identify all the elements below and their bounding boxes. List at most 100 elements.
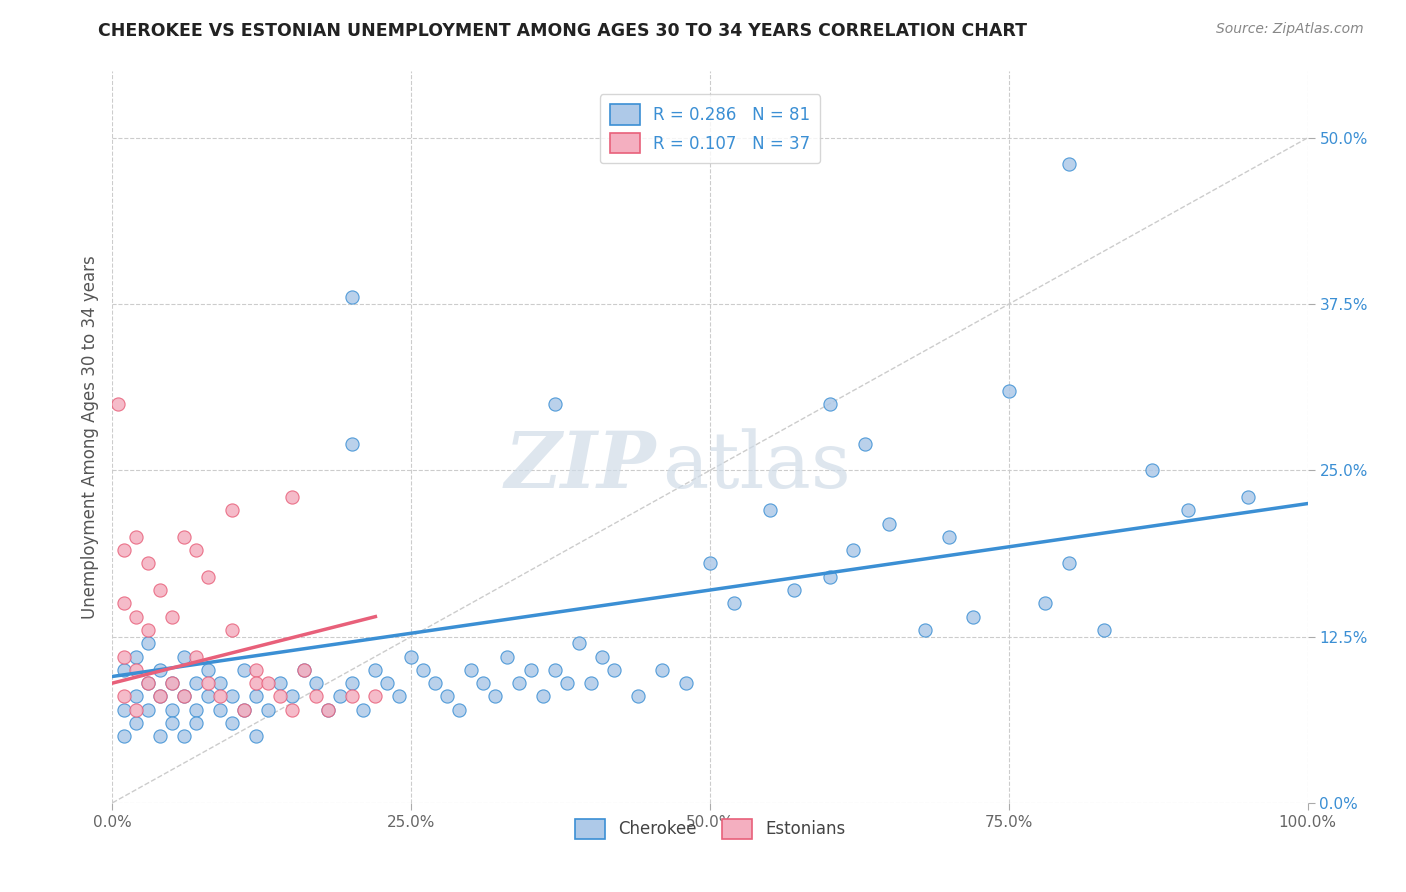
Point [125, 663, 148, 677]
Point [149, 690, 172, 704]
Point [842, 543, 865, 558]
Text: ZIP: ZIP [505, 428, 657, 505]
Point [245, 690, 267, 704]
Point [114, 703, 135, 717]
Point [340, 690, 363, 704]
Point [353, 703, 375, 717]
Point [138, 676, 160, 690]
Legend: Cherokee, Estonians: Cherokee, Estonians [568, 812, 852, 846]
Point [449, 703, 471, 717]
Point [627, 690, 650, 704]
Point [401, 649, 423, 664]
Point [221, 623, 243, 637]
Point [340, 290, 363, 304]
Point [186, 676, 208, 690]
Point [699, 557, 721, 571]
Point [138, 623, 160, 637]
Text: atlas: atlas [662, 428, 851, 504]
Point [245, 729, 267, 743]
Point [568, 636, 591, 650]
Point [125, 530, 148, 544]
Point [269, 676, 291, 690]
Point [818, 397, 841, 411]
Point [186, 703, 208, 717]
Point [162, 676, 183, 690]
Point [233, 703, 256, 717]
Point [233, 663, 256, 677]
Point [305, 690, 328, 704]
Point [125, 690, 148, 704]
Point [114, 663, 135, 677]
Point [149, 729, 172, 743]
Point [1033, 596, 1056, 610]
Point [377, 676, 399, 690]
Point [364, 690, 387, 704]
Point [245, 676, 267, 690]
Point [759, 503, 782, 517]
Point [162, 703, 183, 717]
Point [138, 703, 160, 717]
Point [592, 649, 614, 664]
Point [257, 676, 280, 690]
Point [340, 436, 363, 450]
Point [388, 690, 411, 704]
Point [197, 663, 219, 677]
Point [149, 663, 172, 677]
Point [269, 690, 291, 704]
Point [425, 676, 447, 690]
Point [221, 716, 243, 731]
Point [173, 530, 195, 544]
Point [998, 384, 1021, 398]
Point [818, 570, 841, 584]
Text: CHEROKEE VS ESTONIAN UNEMPLOYMENT AMONG AGES 30 TO 34 YEARS CORRELATION CHART: CHEROKEE VS ESTONIAN UNEMPLOYMENT AMONG … [98, 22, 1028, 40]
Point [555, 676, 578, 690]
Point [186, 716, 208, 731]
Point [292, 663, 315, 677]
Point [579, 676, 602, 690]
Point [1142, 463, 1164, 477]
Point [281, 690, 304, 704]
Point [962, 609, 984, 624]
Point [114, 543, 135, 558]
Point [1094, 623, 1116, 637]
Point [484, 690, 506, 704]
Point [138, 676, 160, 690]
Point [107, 397, 129, 411]
Point [460, 663, 482, 677]
Point [114, 690, 135, 704]
Point [138, 557, 160, 571]
Point [938, 530, 960, 544]
Point [603, 663, 626, 677]
Point [914, 623, 936, 637]
Point [209, 690, 232, 704]
Point [436, 690, 458, 704]
Point [186, 649, 208, 664]
Point [543, 397, 565, 411]
Point [197, 570, 219, 584]
Point [162, 609, 183, 624]
Point [412, 663, 434, 677]
Point [292, 663, 315, 677]
Point [675, 676, 697, 690]
Point [162, 676, 183, 690]
Point [173, 690, 195, 704]
Point [1237, 490, 1260, 504]
Point [114, 596, 135, 610]
Point [508, 676, 530, 690]
Point [173, 690, 195, 704]
Point [723, 596, 745, 610]
Point [316, 703, 339, 717]
Point [173, 649, 195, 664]
Point [316, 703, 339, 717]
Point [329, 690, 352, 704]
Point [364, 663, 387, 677]
Point [520, 663, 543, 677]
Point [531, 690, 554, 704]
Point [879, 516, 901, 531]
Point [855, 436, 877, 450]
Point [197, 676, 219, 690]
Point [125, 716, 148, 731]
Point [1057, 557, 1080, 571]
Point [209, 676, 232, 690]
Point [125, 649, 148, 664]
